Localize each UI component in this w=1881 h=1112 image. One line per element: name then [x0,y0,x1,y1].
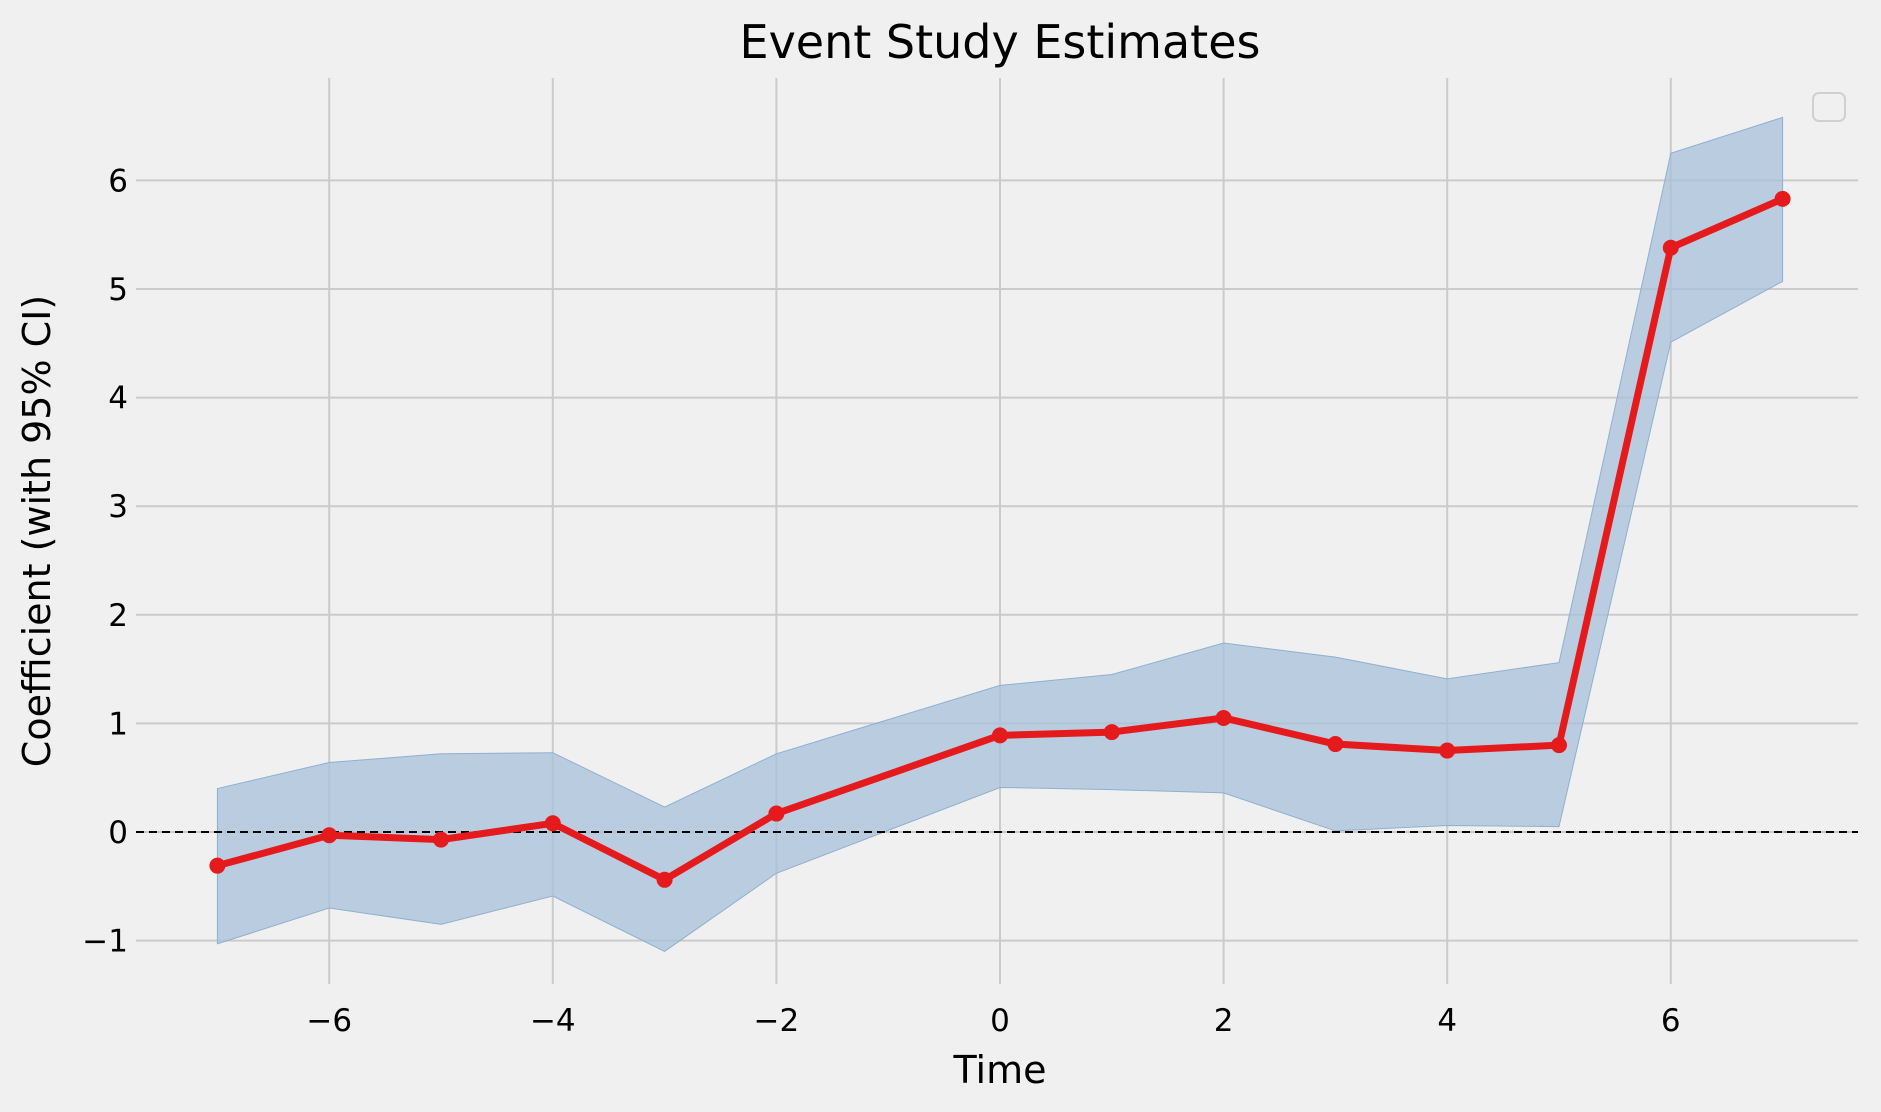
x-tick-label: 2 [1214,1003,1234,1039]
y-tick-label: 0 [108,815,128,851]
x-tick-label: 6 [1661,1003,1681,1039]
coefficient-point [209,857,226,874]
coefficient-markers [209,190,1791,888]
coefficient-point [321,827,338,844]
x-axis-label: Time [953,1048,1047,1092]
x-tick-label: 0 [990,1003,1010,1039]
chart-title: Event Study Estimates [740,15,1261,69]
coefficient-point [768,805,785,822]
tick-labels: −6 −4 −2 0 2 4 6 −1 0 1 2 3 4 5 6 [82,163,1680,1039]
x-tick-label: −6 [306,1003,352,1039]
coefficient-point [544,815,561,832]
coefficient-point [1103,724,1120,741]
coefficient-point [992,727,1008,744]
confidence-interval-band [216,116,1784,953]
x-tick-label: −4 [530,1003,576,1039]
x-tick-label: 4 [1437,1003,1457,1039]
coefficient-point [1551,737,1567,754]
y-tick-label: 5 [108,272,128,308]
coefficient-point [1215,709,1232,726]
x-tick-label: −2 [754,1003,800,1039]
legend-box [1812,92,1846,122]
y-tick-label: 1 [108,706,128,742]
coefficient-point [1439,742,1456,759]
coefficient-point [1774,190,1791,207]
coefficient-point [1662,239,1679,256]
y-tick-label: 3 [108,489,128,525]
coefficient-point [656,871,673,888]
coefficient-point [1327,736,1344,753]
y-tick-label: −1 [82,924,128,960]
y-tick-label: 4 [108,381,128,417]
coefficient-point [433,831,449,848]
coefficient-line [216,195,1785,884]
y-tick-label: 2 [108,598,128,634]
y-tick-label: 6 [108,163,128,199]
y-axis-label: Coefficient (with 95% CI) [15,295,59,767]
